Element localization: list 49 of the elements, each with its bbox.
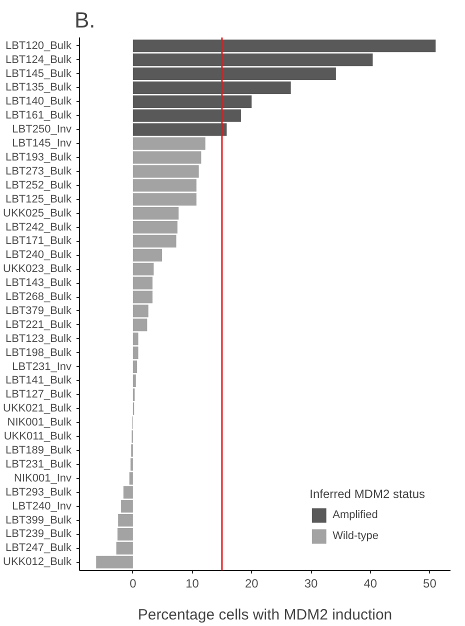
legend-title: Inferred MDM2 status	[310, 487, 425, 501]
x-tick-label: 10	[186, 576, 200, 590]
y-tick-label: UKK025_Bulk	[3, 207, 72, 220]
y-tick-label: LBT145_Bulk	[5, 68, 72, 80]
y-tick-label: LBT141_Bulk	[5, 374, 72, 387]
legend-label: Wild-type	[332, 530, 378, 542]
y-tick-label: LBT189_Bulk	[5, 444, 72, 457]
y-tick-label: LBT161_Bulk	[5, 110, 72, 122]
y-tick-label: LBT125_Bulk	[5, 193, 72, 206]
y-tick-label: LBT240_Inv	[12, 500, 72, 512]
x-tick-label: 0	[130, 576, 137, 590]
y-tick-label: LBT193_Bulk	[5, 151, 72, 164]
y-tick-label: LBT273_Bulk	[5, 165, 72, 178]
y-tick-label: LBT242_Bulk	[5, 221, 72, 234]
y-tick-label: LBT127_Bulk	[5, 388, 72, 401]
y-tick-label: LBT250_Inv	[12, 124, 72, 136]
y-tick-label: LBT379_Bulk	[5, 304, 72, 317]
y-tick-label: LBT135_Bulk	[5, 82, 72, 94]
y-tick-label: LBT143_Bulk	[5, 277, 72, 290]
x-tick-label: 50	[423, 576, 437, 590]
y-tick-label: LBT171_Bulk	[5, 235, 72, 248]
y-tick-label: LBT252_Bulk	[5, 179, 72, 192]
y-tick-label: LBT240_Bulk	[5, 249, 72, 262]
y-tick-label: LBT231_Bulk	[5, 458, 72, 470]
y-tick-label: NIK001_Inv	[14, 472, 72, 484]
x-tick-label: 40	[364, 576, 378, 590]
x-tick-label: 20	[244, 576, 259, 590]
legend-label: Amplified	[332, 509, 378, 521]
y-tick-label: LBT124_Bulk	[5, 54, 72, 66]
x-axis-title: Percentage cells with MDM2 induction	[138, 606, 392, 624]
chart-title: B.	[74, 8, 96, 32]
x-tick-label: 30	[304, 576, 318, 590]
y-tick-label: LBT140_Bulk	[5, 96, 72, 108]
y-tick-label: LBT198_Bulk	[5, 346, 72, 359]
y-tick-label: LBT293_Bulk	[5, 486, 72, 498]
y-tick-label: LBT268_Bulk	[5, 291, 72, 304]
y-tick-label: LBT123_Bulk	[5, 332, 72, 345]
y-tick-label: LBT221_Bulk	[5, 318, 72, 331]
y-tick-label: UKK011_Bulk	[4, 430, 72, 443]
y-tick-label: LBT239_Bulk	[5, 528, 72, 540]
y-tick-label: NIK001_Bulk	[7, 416, 72, 429]
y-tick-label: UKK021_Bulk	[3, 402, 72, 415]
y-tick-label: LBT231_Inv	[12, 360, 72, 373]
y-tick-label: LBT145_Inv	[12, 138, 72, 150]
y-tick-label: UKK023_Bulk	[3, 263, 72, 276]
y-tick-label: LBT120_Bulk	[5, 40, 72, 52]
y-tick-label: LBT247_Bulk	[5, 542, 72, 554]
y-tick-label: UKK012_Bulk	[3, 556, 72, 568]
y-tick-label: LBT399_Bulk	[5, 514, 72, 526]
